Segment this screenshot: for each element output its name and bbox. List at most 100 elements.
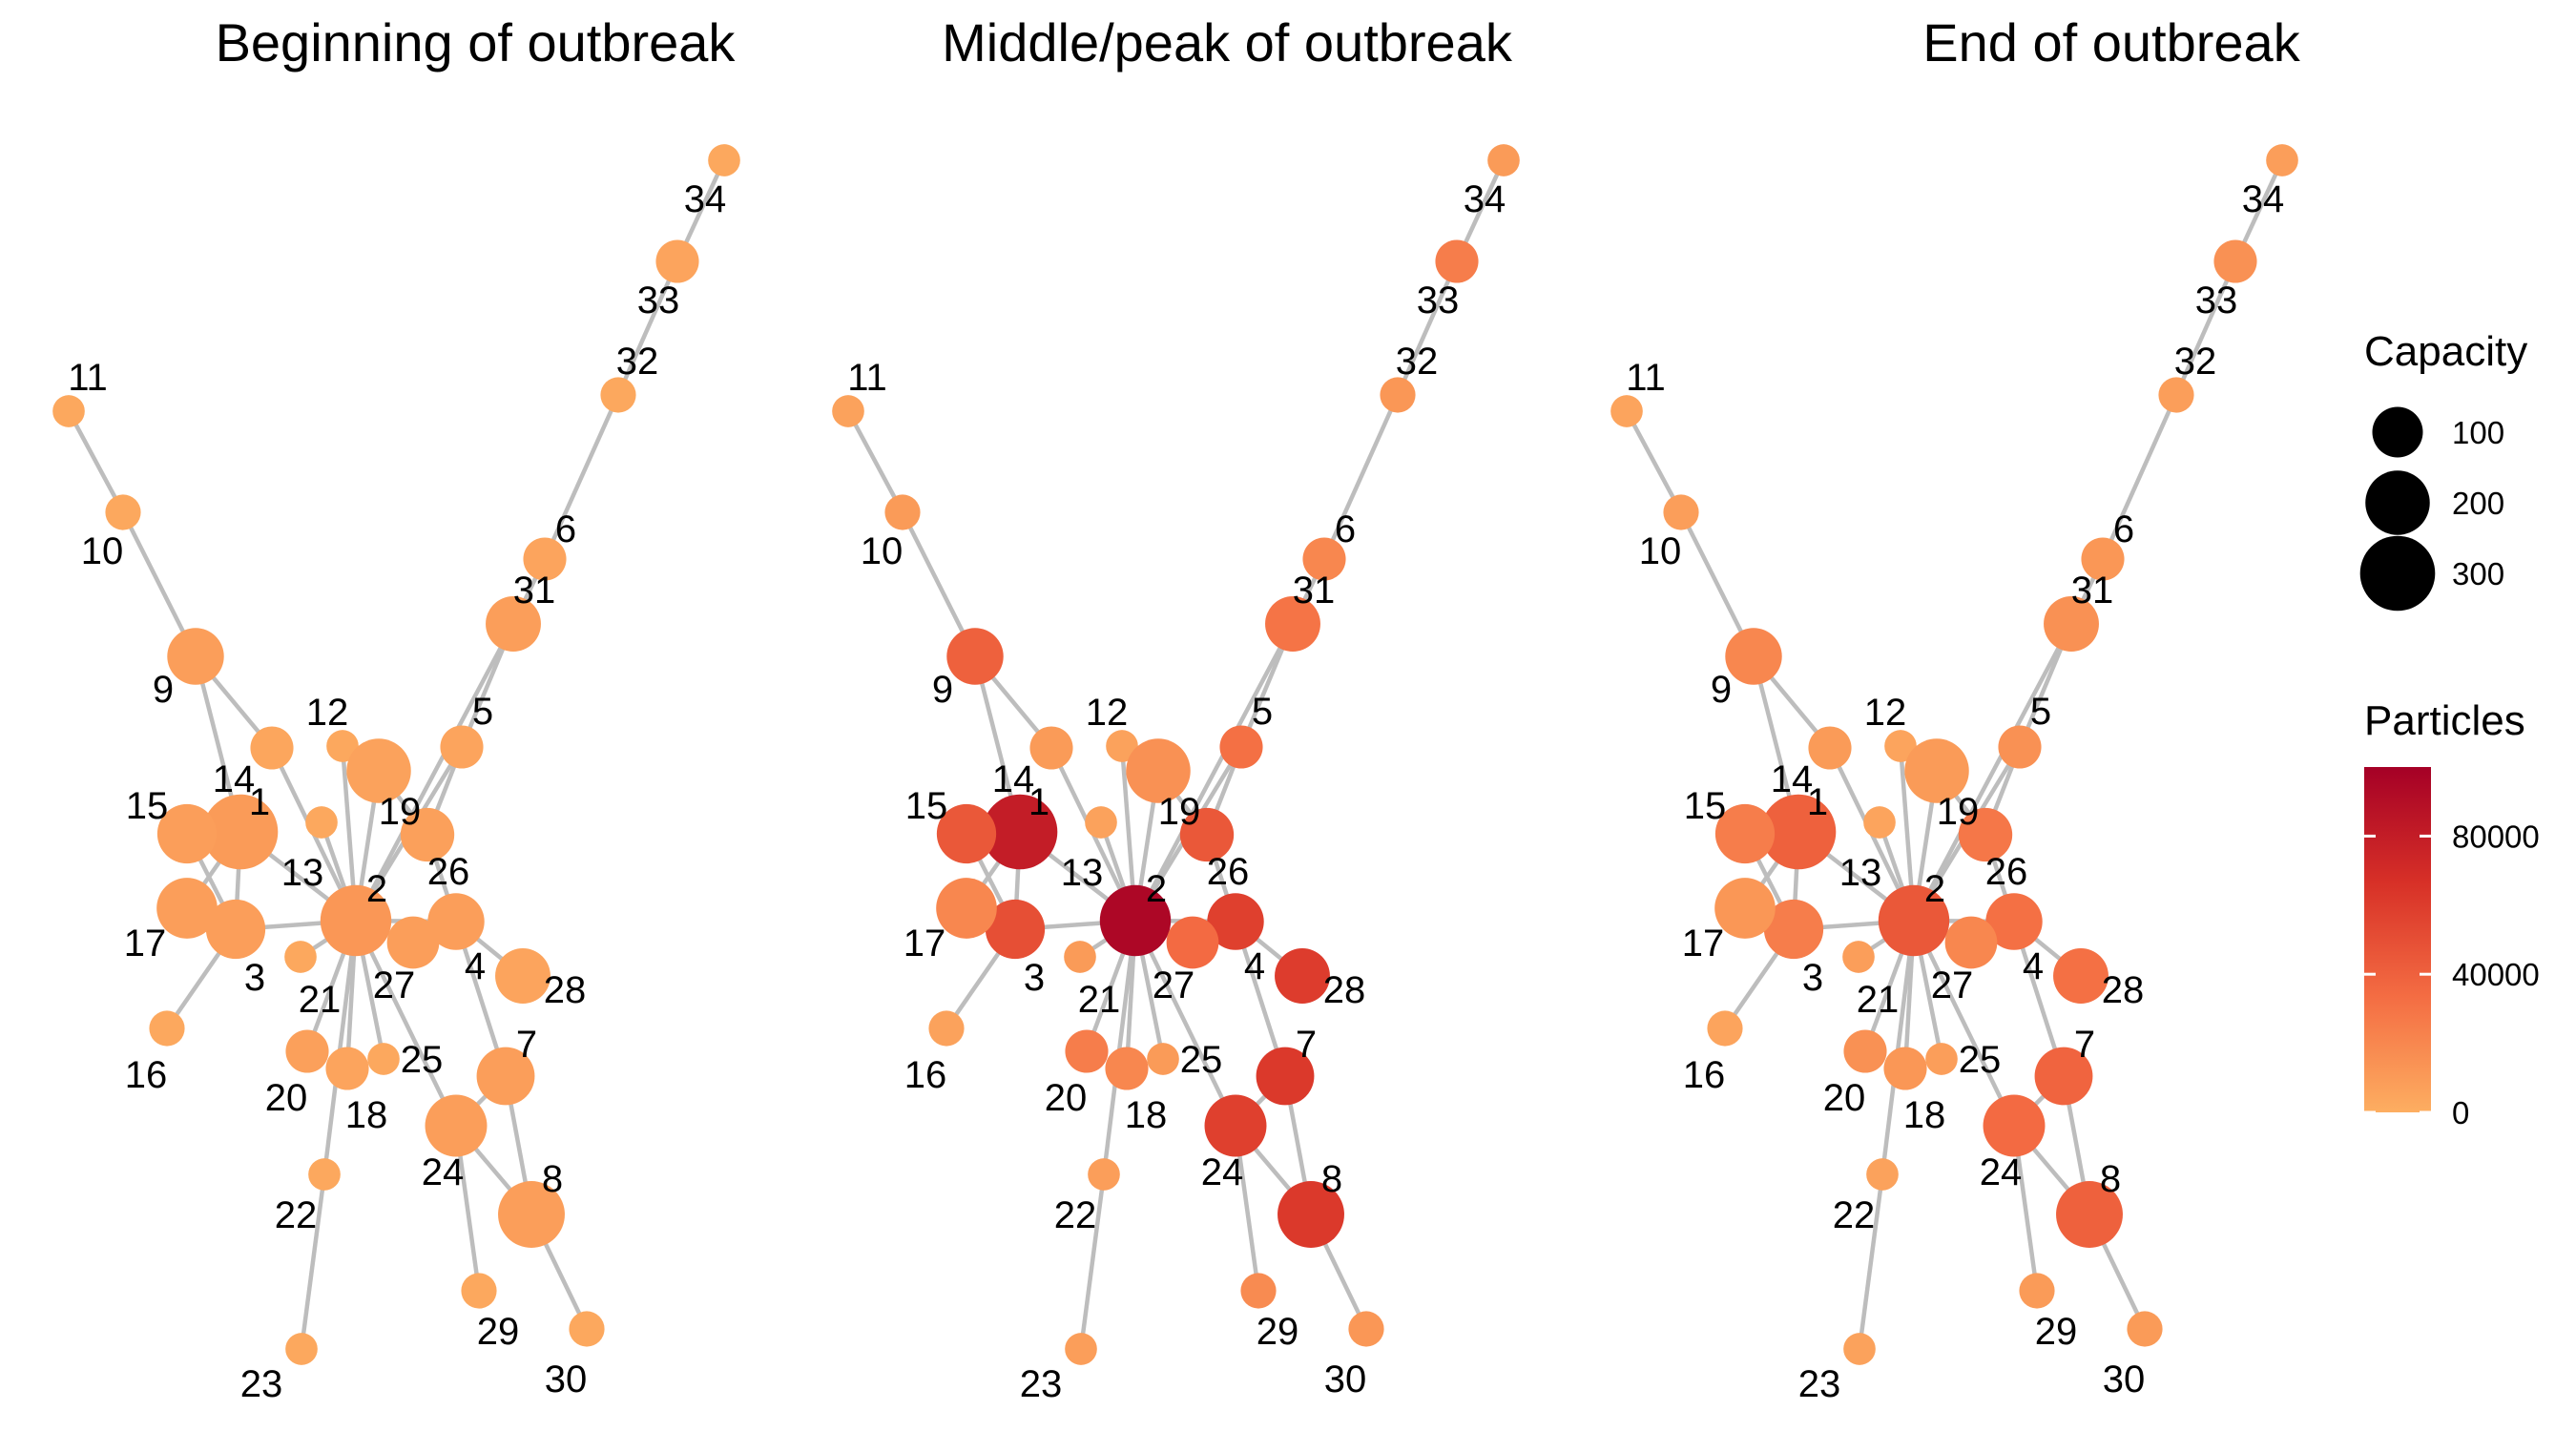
edge-11-10 [846,409,904,514]
node-label-3: 3 [1024,957,1045,999]
edge-6-32 [1321,394,1401,560]
node-29 [461,1273,497,1309]
capacity-key-100 [2372,406,2423,458]
node-4 [1985,893,2043,950]
colorbar-tick-label: 0 [2452,1095,2469,1130]
node-label-24: 24 [422,1151,465,1193]
node-7 [1256,1047,1315,1106]
node-labels-end: 123 4567891011121314151617181920212223242… [1626,178,2284,1405]
node-8 [498,1181,565,1248]
node-label-31: 31 [513,570,556,612]
node-label-14: 14 [992,758,1035,800]
node-label-22: 22 [275,1194,318,1236]
node-32 [2158,377,2194,413]
node-label-32: 32 [1396,341,1439,383]
node-label-16: 16 [904,1054,947,1096]
edge-2-31 [354,622,515,923]
node-label-17: 17 [1682,923,1725,964]
node-label-20: 20 [1823,1077,1866,1119]
node-label-1: 1 [249,781,270,823]
panel-title-beginning: Beginning of outbreak [216,12,737,73]
node-label-19: 19 [379,791,422,833]
node-label-28: 28 [2102,969,2145,1011]
node-5 [440,725,484,769]
node-29 [2019,1273,2055,1309]
node-label-8: 8 [2100,1158,2121,1200]
node-23 [285,1333,318,1365]
edge-11-10 [67,409,125,514]
node-17 [156,878,218,939]
node-label-17: 17 [904,923,946,964]
node-1 [1760,794,1837,870]
capacity-legend: 100 200 300 [2359,406,2504,612]
node-9 [167,628,224,685]
node-26 [1179,807,1235,862]
node-25 [1147,1043,1179,1075]
node-label-2: 2 [1924,868,1945,910]
node-13 [305,806,338,839]
node-label-24: 24 [1980,1151,2023,1193]
node-4 [427,893,485,950]
node-label-16: 16 [1683,1054,1726,1096]
edge-2-24 [353,920,459,1127]
node-30 [2127,1311,2163,1347]
particles-legend-title: Particles [2364,697,2525,744]
node-18 [1105,1047,1149,1090]
node-1 [982,794,1058,870]
edge-2-24 [1132,920,1238,1127]
node-label-13: 13 [281,852,324,894]
node-18 [1883,1047,1927,1090]
node-24 [1204,1094,1267,1157]
node-31 [2044,596,2099,652]
node-label-31: 31 [1293,570,1336,612]
node-label-28: 28 [544,969,587,1011]
node-label-18: 18 [345,1094,388,1136]
node-34 [2266,144,2298,176]
node-label-4: 4 [1244,945,1265,987]
node-24 [1983,1094,2046,1157]
capacity-key-label-200: 200 [2452,486,2504,521]
panel-beginning: Beginning of outbreak 123 456789101112131… [52,12,740,1405]
node-label-27: 27 [1153,964,1195,1006]
node-label-9: 9 [1711,669,1732,711]
node-label-8: 8 [542,1158,563,1200]
node-34 [708,144,740,176]
node-13 [1085,806,1117,839]
node-label-23: 23 [240,1363,283,1405]
node-label-7: 7 [516,1024,537,1066]
node-label-7: 7 [2074,1024,2095,1066]
node-13 [1863,806,1896,839]
node-label-24: 24 [1201,1151,1244,1193]
node-label-26: 26 [1207,851,1250,893]
capacity-key-label-100: 100 [2452,415,2504,450]
node-2 [320,884,392,957]
node-26 [1958,807,2013,862]
node-9 [1725,628,1782,685]
colorbar-tick-label: 80000 [2452,819,2540,854]
edge-32-33 [1395,260,1460,396]
node-label-2: 2 [366,868,387,910]
node-10 [884,494,921,530]
node-20 [285,1029,329,1073]
node-25 [367,1043,400,1075]
node-label-5: 5 [2030,691,2051,733]
node-label-28: 28 [1323,969,1366,1011]
node-6 [523,537,567,581]
panel-middle: Middle/peak of outbreak 123 4567891011121… [832,12,1520,1405]
node-19 [1126,738,1191,803]
edge-22-23 [1078,1173,1107,1350]
node-14 [1029,726,1073,770]
node-label-9: 9 [932,669,953,711]
node-29 [1240,1273,1277,1309]
node-27 [1166,916,1219,969]
node-15 [1714,803,1776,864]
node-label-30: 30 [1324,1358,1367,1400]
node-label-12: 12 [1864,692,1907,734]
node-9 [946,628,1004,685]
node-4 [1207,893,1264,950]
node-31 [1265,596,1320,652]
node-14 [1808,726,1852,770]
node-20 [1065,1029,1109,1073]
node-16 [928,1010,965,1047]
